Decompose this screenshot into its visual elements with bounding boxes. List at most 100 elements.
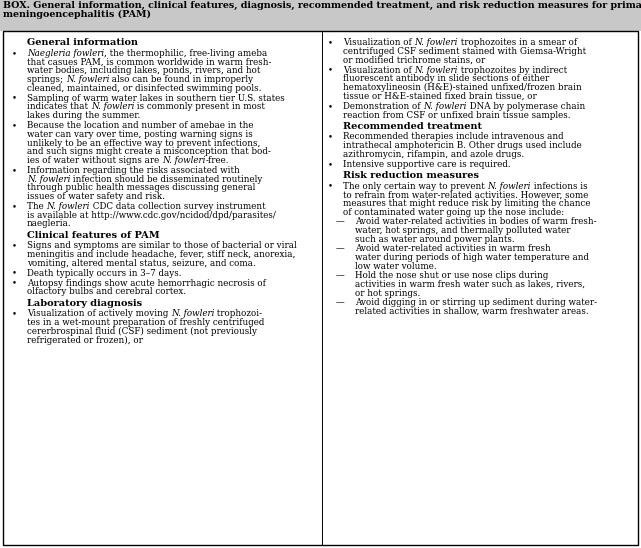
Text: to refrain from water-related activities. However, some: to refrain from water-related activities… bbox=[343, 191, 588, 199]
Text: cleaned, maintained, or disinfected swimming pools.: cleaned, maintained, or disinfected swim… bbox=[27, 84, 262, 93]
Text: N. fowleri: N. fowleri bbox=[415, 66, 458, 75]
Text: naegleria.: naegleria. bbox=[27, 219, 72, 229]
Text: through public health messages discussing general: through public health messages discussin… bbox=[27, 184, 255, 192]
Text: •: • bbox=[328, 133, 333, 141]
Text: unlikely to be an effective way to prevent infections,: unlikely to be an effective way to preve… bbox=[27, 139, 260, 147]
Text: Avoid water-related activities in bodies of warm fresh-: Avoid water-related activities in bodies… bbox=[355, 218, 597, 226]
Text: -free.: -free. bbox=[205, 156, 229, 165]
Text: ies of water without signs are: ies of water without signs are bbox=[27, 156, 162, 165]
Text: Recommended therapies include intravenous and: Recommended therapies include intravenou… bbox=[343, 133, 563, 141]
Text: refrigerated or frozen), or: refrigerated or frozen), or bbox=[27, 335, 143, 345]
Text: N. fowleri: N. fowleri bbox=[171, 309, 215, 318]
Text: •: • bbox=[328, 66, 333, 75]
Text: Avoid digging in or stirring up sediment during water-: Avoid digging in or stirring up sediment… bbox=[355, 298, 597, 307]
Text: water bodies, including lakes, ponds, rivers, and hot: water bodies, including lakes, ponds, ri… bbox=[27, 66, 260, 76]
Text: is commonly present in most: is commonly present in most bbox=[134, 102, 265, 111]
Text: , the thermophilic, free-living ameba: , the thermophilic, free-living ameba bbox=[104, 49, 267, 58]
Text: measures that might reduce risk by limiting the chance: measures that might reduce risk by limit… bbox=[343, 199, 590, 208]
Text: fluorescent antibody in slide sections of either: fluorescent antibody in slide sections o… bbox=[343, 75, 549, 83]
Text: Visualization of: Visualization of bbox=[343, 38, 415, 47]
Text: •: • bbox=[12, 269, 17, 278]
Text: such as water around power plants.: such as water around power plants. bbox=[355, 235, 515, 244]
Text: intrathecal amphotericin B. Other drugs used include: intrathecal amphotericin B. Other drugs … bbox=[343, 141, 581, 150]
Text: Visualization of actively moving: Visualization of actively moving bbox=[27, 309, 171, 318]
Text: —: — bbox=[336, 244, 345, 253]
Text: The only certain way to prevent: The only certain way to prevent bbox=[343, 182, 487, 191]
Text: Information regarding the risks associated with: Information regarding the risks associat… bbox=[27, 166, 240, 175]
Text: centrifuged CSF sediment stained with Giemsa-Wright: centrifuged CSF sediment stained with Gi… bbox=[343, 47, 586, 56]
Text: infections is: infections is bbox=[531, 182, 587, 191]
Text: infection should be disseminated routinely: infection should be disseminated routine… bbox=[71, 175, 263, 184]
Text: issues of water safety and risk.: issues of water safety and risk. bbox=[27, 192, 165, 201]
Text: Avoid water-related activities in warm fresh: Avoid water-related activities in warm f… bbox=[355, 244, 551, 253]
Text: —: — bbox=[336, 298, 345, 307]
Text: CDC data collection survey instrument: CDC data collection survey instrument bbox=[90, 202, 265, 211]
Text: tes in a wet-mount preparation of freshly centrifuged: tes in a wet-mount preparation of freshl… bbox=[27, 318, 264, 327]
Text: •: • bbox=[12, 166, 17, 175]
Text: Naegleria fowleri: Naegleria fowleri bbox=[27, 49, 104, 58]
Text: Sampling of warm water lakes in southern tier U.S. states: Sampling of warm water lakes in southern… bbox=[27, 94, 285, 103]
Text: N. fowleri: N. fowleri bbox=[415, 38, 458, 47]
Text: lakes during the summer.: lakes during the summer. bbox=[27, 111, 140, 120]
Text: Risk reduction measures: Risk reduction measures bbox=[343, 171, 479, 180]
Text: low water volume.: low water volume. bbox=[355, 262, 437, 271]
Text: Hold the nose shut or use nose clips during: Hold the nose shut or use nose clips dur… bbox=[355, 271, 549, 281]
Text: •: • bbox=[328, 38, 333, 47]
Text: •: • bbox=[12, 94, 17, 103]
Text: also can be found in improperly: also can be found in improperly bbox=[109, 75, 253, 84]
Text: •: • bbox=[328, 102, 333, 111]
Text: Visualization of: Visualization of bbox=[343, 66, 415, 75]
Text: tissue or H&E-stained fixed brain tissue, or: tissue or H&E-stained fixed brain tissue… bbox=[343, 92, 537, 101]
Text: N. fowleri: N. fowleri bbox=[65, 75, 109, 84]
Text: •: • bbox=[328, 160, 333, 169]
Text: Clinical features of PAM: Clinical features of PAM bbox=[27, 231, 160, 239]
Text: is available at http://www.cdc.gov/ncidod/dpd/parasites/: is available at http://www.cdc.gov/ncido… bbox=[27, 210, 276, 220]
Text: related activities in shallow, warm freshwater areas.: related activities in shallow, warm fres… bbox=[355, 307, 588, 316]
Text: N. fowleri: N. fowleri bbox=[90, 102, 134, 111]
Text: •: • bbox=[12, 241, 17, 250]
Text: indicates that: indicates that bbox=[27, 102, 90, 111]
Bar bbox=[0, 0, 641, 31]
Text: N. fowleri: N. fowleri bbox=[27, 175, 71, 184]
Text: —: — bbox=[336, 271, 345, 281]
Text: cererbrospinal fluid (CSF) sediment (not previously: cererbrospinal fluid (CSF) sediment (not… bbox=[27, 327, 257, 336]
Text: olfactory bulbs and cerebral cortex.: olfactory bulbs and cerebral cortex. bbox=[27, 287, 186, 296]
Text: •: • bbox=[12, 309, 17, 318]
Text: meningoencephalitis (PAM): meningoencephalitis (PAM) bbox=[3, 10, 151, 19]
Text: or modified trichrome stains, or: or modified trichrome stains, or bbox=[343, 56, 485, 65]
Text: water can vary over time, posting warning signs is: water can vary over time, posting warnin… bbox=[27, 130, 253, 139]
Text: The: The bbox=[27, 202, 46, 211]
Text: Laboratory diagnosis: Laboratory diagnosis bbox=[27, 299, 142, 307]
Text: Signs and symptoms are similar to those of bacterial or viral: Signs and symptoms are similar to those … bbox=[27, 241, 297, 250]
Text: vomiting, altered mental status, seizure, and coma.: vomiting, altered mental status, seizure… bbox=[27, 259, 256, 268]
Text: meningitis and include headache, fever, stiff neck, anorexia,: meningitis and include headache, fever, … bbox=[27, 250, 296, 259]
Text: •: • bbox=[12, 279, 17, 288]
Text: N. fowleri: N. fowleri bbox=[487, 182, 531, 191]
Text: trophozoites in a smear of: trophozoites in a smear of bbox=[458, 38, 577, 47]
Text: Intensive supportive care is required.: Intensive supportive care is required. bbox=[343, 160, 511, 169]
Text: reaction from CSF or unfixed brain tissue samples.: reaction from CSF or unfixed brain tissu… bbox=[343, 111, 570, 119]
Text: DNA by polymerase chain: DNA by polymerase chain bbox=[467, 102, 585, 111]
Text: springs;: springs; bbox=[27, 75, 65, 84]
Text: •: • bbox=[12, 121, 17, 130]
Text: water during periods of high water temperature and: water during periods of high water tempe… bbox=[355, 253, 589, 262]
Text: hematoxylineosin (H&E)-stained unfixed/frozen brain: hematoxylineosin (H&E)-stained unfixed/f… bbox=[343, 83, 581, 92]
Text: •: • bbox=[12, 49, 17, 58]
Text: Because the location and number of amebae in the: Because the location and number of ameba… bbox=[27, 121, 253, 130]
Text: or hot springs.: or hot springs. bbox=[355, 289, 420, 298]
Text: water, hot springs, and thermally polluted water: water, hot springs, and thermally pollut… bbox=[355, 226, 570, 235]
Text: N. fowleri: N. fowleri bbox=[423, 102, 467, 111]
Text: trophozoi-: trophozoi- bbox=[215, 309, 263, 318]
Text: and such signs might create a misconception that bod-: and such signs might create a misconcept… bbox=[27, 147, 271, 156]
Text: —: — bbox=[336, 218, 345, 226]
Text: BOX. General information, clinical features, diagnosis, recommended treatment, a: BOX. General information, clinical featu… bbox=[3, 2, 641, 10]
Text: activities in warm fresh water such as lakes, rivers,: activities in warm fresh water such as l… bbox=[355, 280, 585, 289]
Text: •: • bbox=[12, 202, 17, 211]
Text: N. fowleri: N. fowleri bbox=[46, 202, 90, 211]
Text: Death typically occurs in 3–7 days.: Death typically occurs in 3–7 days. bbox=[27, 269, 181, 278]
Text: General information: General information bbox=[27, 38, 138, 47]
Text: of contaminated water going up the nose include:: of contaminated water going up the nose … bbox=[343, 208, 564, 217]
Text: that casues PAM, is common worldwide in warm fresh-: that casues PAM, is common worldwide in … bbox=[27, 58, 271, 67]
Text: Demonstration of: Demonstration of bbox=[343, 102, 423, 111]
Text: Autopsy findings show acute hemorrhagic necrosis of: Autopsy findings show acute hemorrhagic … bbox=[27, 279, 266, 288]
